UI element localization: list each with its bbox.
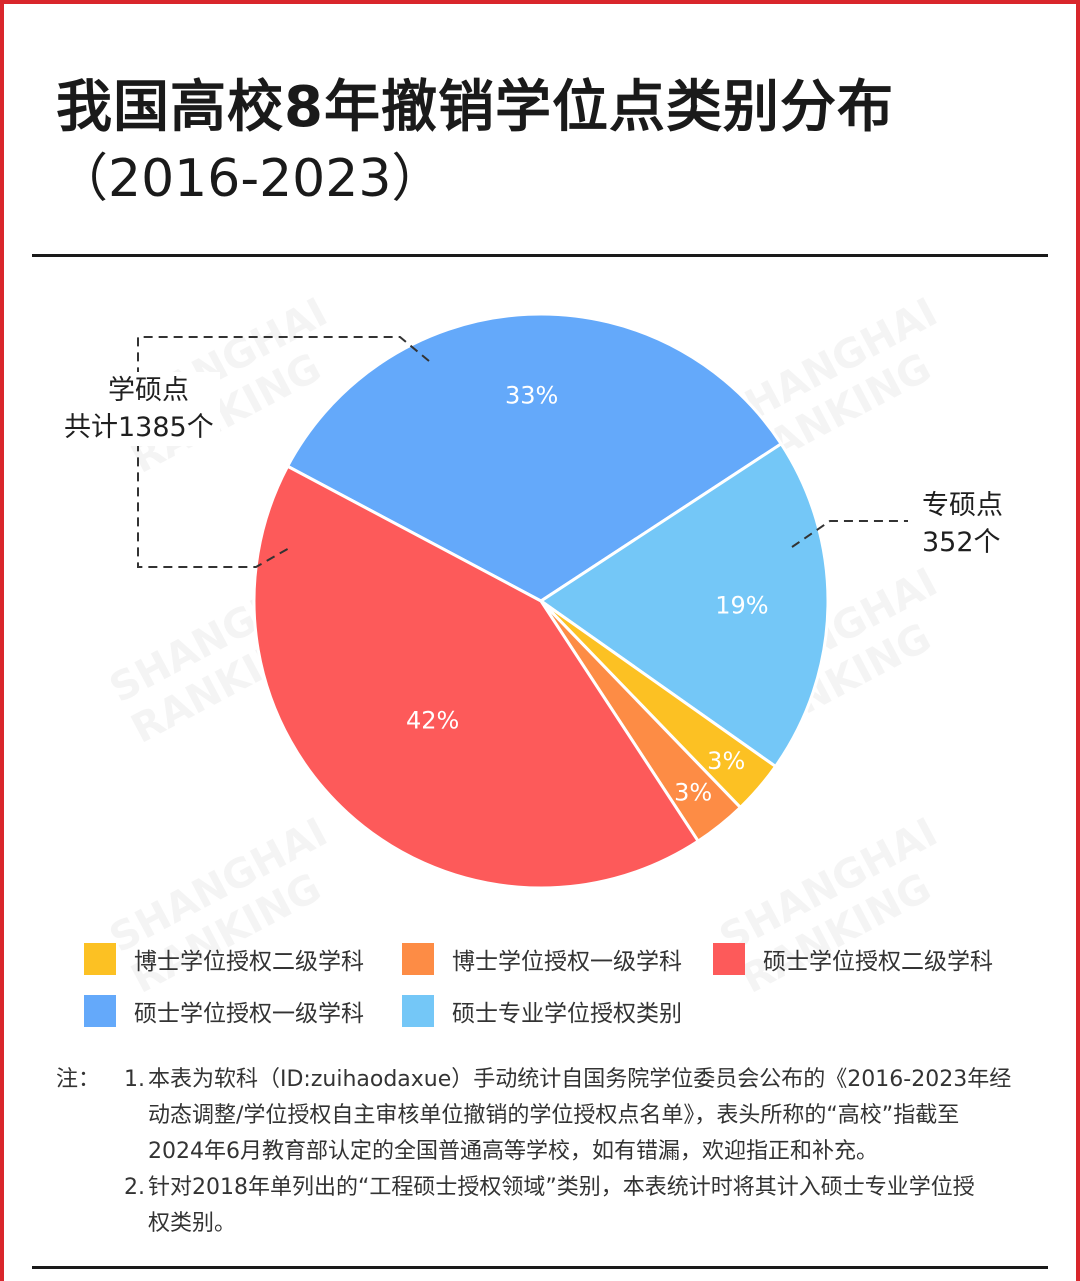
pie-slices [252,312,830,890]
note-line: 本表为软科（ID:zuihaodaxue）手动统计自国务院学位委员会公布的《20… [148,1067,1012,1092]
legend-swatch [84,995,116,1027]
legend-swatch [402,995,434,1027]
bottom-divider [32,1266,1048,1269]
pie-slice-label: 33% [505,382,558,410]
legend-item-master-first-level: 硕士学位授权一级学科 [84,994,364,1028]
legend-item-doctoral-first-level: 博士学位授权一级学科 [402,942,682,976]
academic-master-bracket [137,336,430,568]
notes-prefix: 注： [56,1067,101,1092]
pie-slice [538,441,830,769]
note-line: 动态调整/学位授权自主审核单位撤销的学位授权点名单》，表头所称的“高校”指截至 [148,1103,960,1128]
professional-master-label: 专硕点 [922,490,1003,521]
pie-slice [252,464,701,890]
note-number: 2. [124,1175,145,1200]
professional-master-annotation: 专硕点 352个 [922,487,1003,561]
top-divider [32,254,1048,257]
pie-slice-label: 19% [715,592,768,620]
professional-master-count: 352个 [922,527,1001,558]
legend-swatch [84,943,116,975]
academic-master-annotation: 学硕点 共计1385个 [64,372,220,446]
pie-slice [285,312,784,603]
legend-swatch [713,943,745,975]
legend-label: 硕士专业学位授权类别 [452,1001,682,1027]
legend-item-master-professional: 硕士专业学位授权类别 [402,994,682,1028]
pie-slice-label: 42% [406,707,459,735]
legend-label: 硕士学位授权一级学科 [134,1001,364,1027]
chart-title: 我国高校8年撤销学位点类别分布 [56,75,894,140]
academic-master-count: 共计1385个 [64,412,214,443]
note-number: 1. [124,1067,145,1092]
pie-slice-label: 3% [707,747,745,775]
chart-subtitle: （2016-2023） [56,149,444,209]
note-line: 针对2018年单列出的“工程硕士授权领域”类别，本表统计时将其计入硕士专业学位授 [148,1175,975,1200]
legend-item-doctoral-second-level: 博士学位授权二级学科 [84,942,364,976]
footnotes: 注： 1. 本表为软科（ID:zuihaodaxue）手动统计自国务院学位委员会… [56,1062,1046,1242]
legend-label: 博士学位授权一级学科 [452,949,682,975]
legend-label: 硕士学位授权二级学科 [763,949,993,975]
professional-master-leader [791,520,908,548]
legend-label: 博士学位授权二级学科 [134,949,364,975]
legend-item-master-second-level: 硕士学位授权二级学科 [713,942,993,976]
note-line: 权类别。 [148,1211,237,1236]
pie-slice-label: 3% [674,779,712,807]
legend-swatch [402,943,434,975]
pie-slice-labels: 33% 19% 3% 3% 42% [406,382,769,807]
note-line: 2024年6月教育部认定的全国普通高等学校，如有错漏，欢迎指正和补充。 [148,1139,878,1164]
academic-master-label: 学硕点 [108,375,189,406]
